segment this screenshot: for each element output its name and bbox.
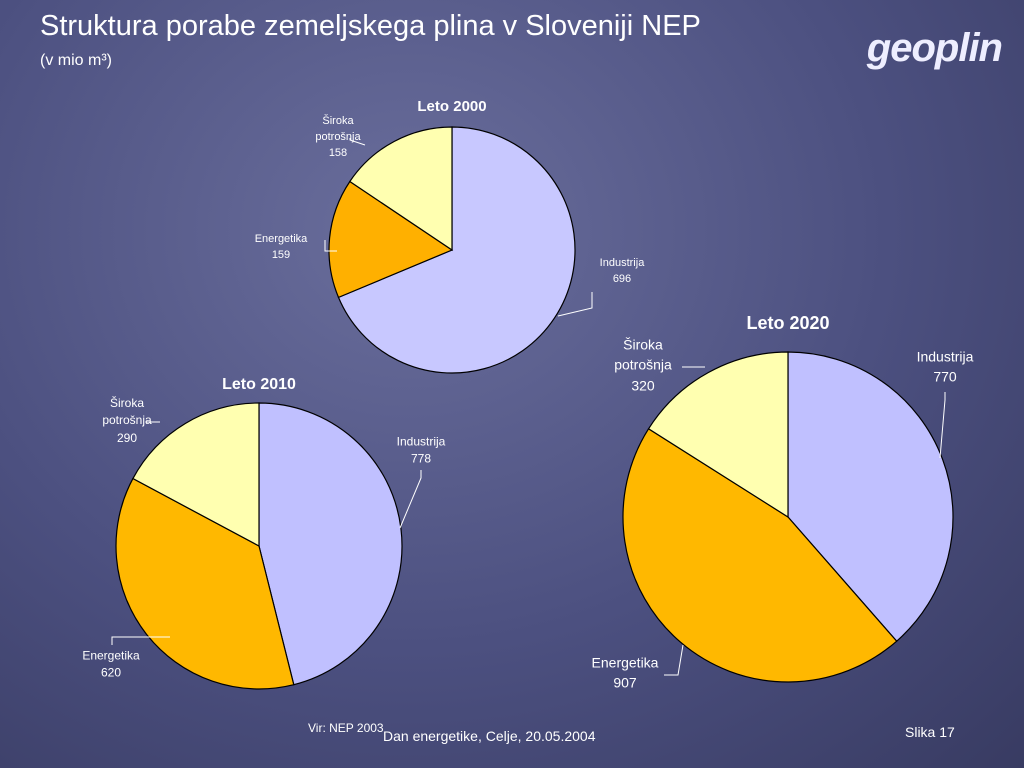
slice-value: 778	[410, 452, 432, 466]
slice-value: 320	[631, 377, 655, 394]
slice-label: Široka potrošnja 320	[598, 335, 688, 396]
slide-subtitle: (v mio m³)	[40, 52, 112, 69]
pie-slice	[622, 427, 898, 683]
slice-category: Energetika	[82, 648, 140, 663]
pie-slice	[647, 351, 789, 519]
slice-label: Energetika 907	[580, 653, 670, 694]
slice-value: 907	[613, 675, 637, 691]
chart-title: Leto 2020	[746, 313, 830, 333]
source: Vir: NEP 2003	[308, 721, 384, 735]
slice-category: Industrija	[916, 348, 974, 365]
footer: Dan energetike, Celje, 20.05.2004	[383, 728, 596, 744]
slice-category: Široka potrošnja	[315, 115, 361, 144]
slide-number: Slika 17	[905, 724, 955, 740]
slice-category: Energetika	[591, 654, 659, 671]
leader-line	[664, 644, 684, 676]
slice-label: Industrija 778	[381, 434, 461, 469]
leader-line	[399, 470, 422, 529]
logo: geoplin	[866, 26, 1003, 70]
leader-line	[324, 240, 337, 252]
slice-category: Industrija	[396, 434, 446, 449]
leader-line	[349, 138, 366, 146]
pie-slice	[258, 402, 403, 686]
pie-slice	[349, 126, 453, 252]
slice-label: Industrija 696	[587, 256, 657, 288]
chart-title: Leto 2000	[417, 98, 487, 115]
slice-label: Energetika 159	[246, 232, 316, 264]
slice-value: 290	[116, 430, 138, 445]
pie-slice	[132, 402, 260, 548]
slice-value: 159	[271, 249, 291, 261]
slice-category: Široka potrošnja	[614, 336, 672, 373]
slice-label: Široka potrošnja 290	[87, 395, 167, 447]
slice-label: Energetika 620	[71, 648, 151, 683]
slice-category: Energetika	[254, 233, 308, 246]
pie-slice	[115, 477, 295, 690]
slice-label: Široka potrošnja 158	[303, 114, 373, 162]
pie-slice	[328, 180, 454, 299]
slice-label: Industrija 770	[900, 347, 990, 388]
slice-value: 620	[100, 666, 122, 680]
slice-category: Industrija	[599, 257, 645, 270]
chart-title: Leto 2010	[222, 376, 296, 393]
leader-line	[557, 292, 593, 317]
slice-value: 770	[933, 369, 957, 385]
slice-value: 158	[328, 146, 348, 159]
slice-category: Široka potrošnja	[102, 395, 152, 428]
leader-line	[939, 392, 946, 459]
leader-line	[111, 636, 170, 645]
slice-value: 696	[612, 273, 632, 285]
pie-slice	[787, 351, 954, 643]
slide-title: Struktura porabe zemeljskega plina v Slo…	[40, 10, 701, 42]
pie-slice	[337, 126, 576, 374]
